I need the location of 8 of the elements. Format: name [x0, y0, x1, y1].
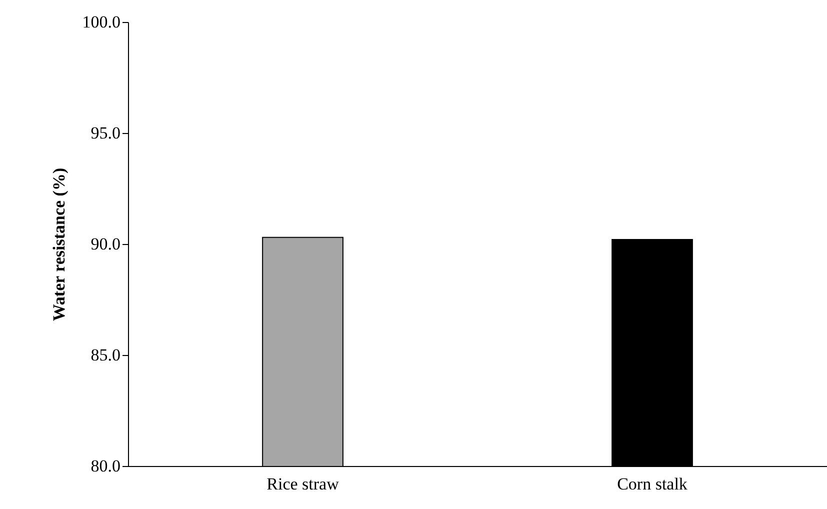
- x-tick-label: Corn stalk: [617, 474, 688, 494]
- y-tick-label: 95.0: [90, 124, 120, 142]
- y-tick-label: 90.0: [90, 234, 120, 254]
- y-tick-label: 85.0: [90, 346, 120, 364]
- x-tick-label: Rice straw: [266, 474, 340, 494]
- y-tick-label: 100.0: [82, 12, 120, 32]
- y-axis-title: Water resistance (%): [49, 168, 68, 322]
- y-tick-label: 80.0: [90, 456, 120, 476]
